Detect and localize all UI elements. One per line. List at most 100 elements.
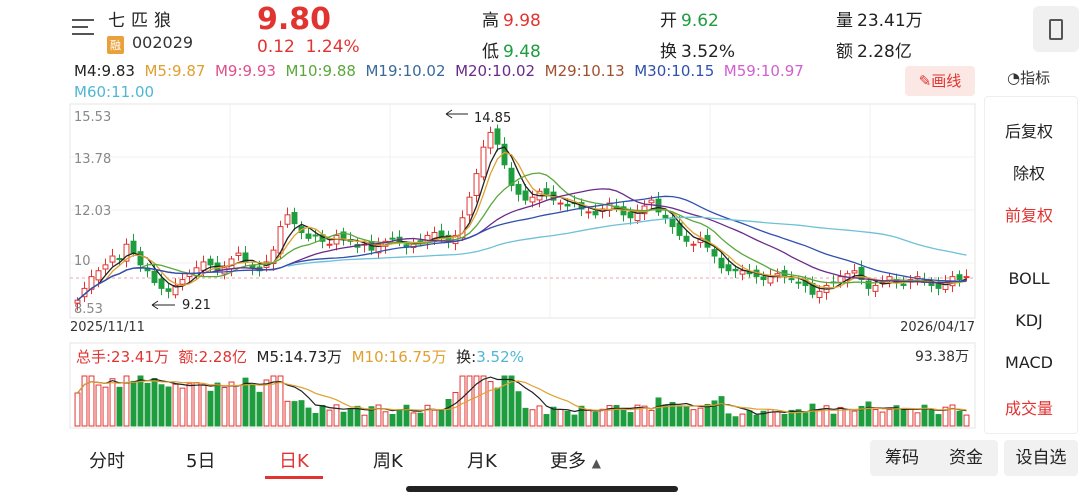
candle-body: [872, 284, 879, 292]
volume-bar: [179, 387, 186, 427]
volume-bar: [256, 391, 263, 427]
candle-body: [760, 276, 767, 281]
chips-button[interactable]: 筹码: [885, 448, 919, 468]
change-value: 0.12: [257, 37, 295, 57]
volume-bar: [284, 400, 291, 427]
candle-body: [137, 251, 144, 266]
volume-indicator-button[interactable]: 成交量: [1004, 399, 1053, 418]
kline-chart[interactable]: 15.53 13.78 12.03 10 8.53 2025/11/11 202…: [0, 0, 984, 436]
candle-body: [690, 243, 697, 246]
volume-bar: [816, 409, 823, 427]
candle-body: [207, 258, 214, 266]
draw-line-button[interactable]: ✎画线: [905, 66, 975, 96]
candle-body: [851, 270, 858, 274]
candle-body: [816, 290, 823, 298]
volume-bar: [746, 410, 753, 427]
volume-bar: [935, 414, 942, 427]
volume-bar: [235, 385, 242, 427]
volume-bar: [795, 409, 802, 427]
volume-bar: [116, 386, 123, 427]
ma5-line: [77, 151, 967, 301]
volume-bar: [739, 413, 746, 427]
volume-bar: [193, 382, 200, 427]
volume-bar: [578, 405, 585, 427]
volume-bar: [186, 383, 193, 427]
tab-daily-k[interactable]: 日K: [279, 451, 309, 472]
open-label: 开: [660, 11, 677, 31]
volume-bar: [921, 404, 928, 427]
indicator-button[interactable]: ◔指标: [1007, 67, 1050, 88]
volume-bar: [291, 401, 298, 427]
volume-bar: [333, 404, 340, 427]
volume-bar: [410, 412, 417, 427]
low-stat: 低 9.48: [482, 37, 541, 62]
low-arrow-icon: [151, 300, 175, 310]
volume-bar: [165, 386, 172, 427]
candle-body: [123, 243, 130, 262]
volume-bar: [480, 375, 487, 427]
amount-stat: 额 2.28亿: [836, 37, 912, 62]
funds-button[interactable]: 资金: [949, 448, 983, 468]
volume-bar: [389, 413, 396, 427]
qian-fuquan-button[interactable]: 前复权: [1004, 206, 1053, 225]
volume-bar: [207, 390, 214, 427]
boll-button[interactable]: BOLL: [1008, 269, 1050, 288]
turnover-label: 换: [660, 42, 677, 62]
price-marks: [74, 124, 970, 311]
candle-body: [480, 146, 487, 178]
tab-intraday[interactable]: 分时: [89, 451, 125, 472]
high-value: 9.98: [503, 11, 541, 31]
volume-bar: [438, 409, 445, 427]
stock-name: 七匹狼: [108, 11, 177, 31]
menu-icon[interactable]: [72, 16, 98, 36]
volume-bar: [74, 392, 81, 427]
candle-body: [487, 131, 494, 149]
kdj-button[interactable]: KDJ: [1015, 311, 1043, 330]
ma20-label: M20:10.02: [455, 62, 536, 80]
hou-fuquan-button[interactable]: 后复权: [1004, 122, 1053, 141]
candle-body: [543, 188, 550, 195]
candle-body: [529, 196, 536, 203]
volume-stat: 量 23.41万: [836, 6, 923, 31]
volume-bar: [214, 382, 221, 427]
volume-bar: [627, 412, 634, 427]
candle-body: [837, 276, 844, 283]
candle-body: [95, 270, 102, 281]
volume-bar: [81, 375, 88, 427]
candle-body: [375, 243, 382, 254]
gauge-icon: ◔: [1007, 69, 1021, 87]
volume-bar: [858, 405, 865, 427]
volume-bar: [529, 409, 536, 427]
tab-monthly-k[interactable]: 月K: [467, 451, 497, 472]
tab-more[interactable]: 更多 ▲: [550, 447, 601, 473]
amount-label: 额: [836, 42, 853, 62]
caret-up-icon: ▲: [591, 456, 601, 470]
volume-bar: [648, 409, 655, 427]
side-panel: [984, 96, 1078, 434]
high-label: 高: [482, 11, 499, 31]
volume-bar: [515, 391, 522, 427]
volume-marks: [74, 375, 970, 427]
volume-bar: [823, 405, 830, 427]
chuquan-button[interactable]: 除权: [1012, 164, 1045, 183]
volume-bar: [403, 404, 410, 427]
tab-5day[interactable]: 5日: [186, 451, 216, 472]
candle-body: [270, 249, 277, 265]
volume-bar: [914, 412, 921, 427]
volume-bar: [774, 411, 781, 427]
date-start: 2025/11/11: [70, 320, 145, 335]
candle-body: [116, 257, 123, 260]
landscape-button[interactable]: [1033, 6, 1079, 52]
volume-bar: [172, 383, 179, 427]
tab-weekly-k[interactable]: 周K: [373, 451, 403, 472]
price-chart-frame: [69, 103, 976, 319]
add-watchlist-button[interactable]: 设自选: [1004, 440, 1078, 476]
volume-bar: [298, 400, 305, 427]
candle-body: [326, 243, 333, 246]
macd-button[interactable]: MACD: [1005, 353, 1053, 372]
ma60-label: M60:11.00: [74, 83, 155, 101]
volume-amount-label: 额:2.28亿: [178, 348, 247, 366]
candle-body: [466, 196, 473, 216]
volume-bar: [711, 400, 718, 427]
volume-label: 量: [836, 11, 853, 31]
